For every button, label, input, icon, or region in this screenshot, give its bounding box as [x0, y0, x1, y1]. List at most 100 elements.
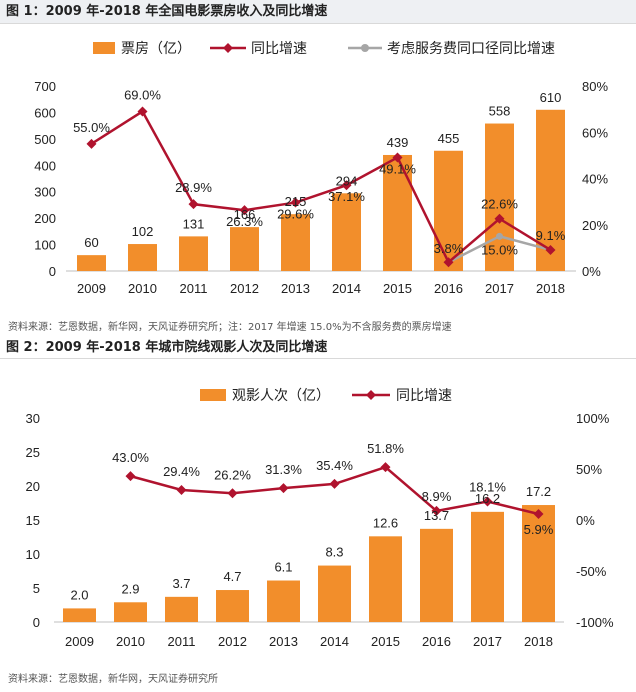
bar-value-label: 2.9 [121, 581, 139, 596]
legend-label-box-office: 票房（亿） [121, 41, 191, 57]
bar-value-label: 215 [285, 194, 307, 209]
bar-value-label: 455 [438, 131, 460, 146]
y-left-tick-label: 0 [33, 615, 40, 630]
x-tick-label: 2016 [422, 634, 451, 649]
point-growth [125, 471, 136, 482]
bar-value-label: 2.0 [70, 587, 88, 602]
y-right-tick-label: -100% [576, 615, 614, 630]
point-growth [290, 197, 301, 208]
x-tick-label: 2013 [281, 281, 310, 296]
bar [179, 236, 208, 271]
bar-value-label: 17.2 [526, 484, 551, 499]
bar [318, 565, 351, 622]
bar-value-label: 439 [387, 135, 409, 150]
x-tick-label: 2012 [218, 634, 247, 649]
chart1: 票房（亿） 同比增速 考虑服务费同口径同比增速0100200300400500600… [34, 41, 608, 296]
x-tick-label: 2010 [116, 634, 145, 649]
point-growth [278, 483, 289, 494]
x-tick-label: 2011 [180, 281, 208, 296]
y-left-tick-label: 500 [34, 132, 56, 147]
growth-value-label: 22.6% [481, 197, 518, 212]
y-left-tick-label: 0 [49, 264, 56, 279]
y-right-tick-label: 40% [582, 172, 608, 187]
growth-value-label: 49.1% [379, 161, 416, 176]
growth-value-label: 18.1% [469, 480, 506, 495]
y-left-tick-label: 5 [33, 581, 40, 596]
point-growth [533, 508, 544, 519]
bar-value-label: 166 [234, 207, 256, 222]
y-right-tick-label: 0% [582, 264, 601, 279]
x-tick-label: 2009 [77, 281, 106, 296]
bar [128, 244, 157, 271]
bar [383, 154, 412, 271]
bar [471, 511, 504, 622]
bar-value-label: 102 [132, 224, 154, 239]
growth-value-label: 26.3% [226, 214, 263, 229]
y-left-tick-label: 15 [26, 513, 40, 528]
growth-value-label: 5.9% [524, 522, 554, 537]
bar-value-label: 16.2 [475, 491, 500, 506]
bar [522, 505, 555, 622]
growth-value-label: 37.1% [328, 189, 365, 204]
point-growth [443, 257, 454, 268]
bar-value-label: 13.7 [424, 508, 449, 523]
y-left-tick-label: 30 [26, 411, 40, 426]
bar [267, 580, 300, 622]
point-growth [341, 180, 352, 191]
point-growth-adjusted [496, 232, 503, 240]
bar [332, 193, 361, 271]
y-right-tick-label: 50% [576, 462, 602, 477]
growth-value-label: 9.1% [536, 228, 566, 243]
growth-value-label: 55.0% [73, 120, 110, 135]
divider [0, 358, 636, 359]
growth-value-label: 8.9% [422, 489, 452, 504]
y-left-tick-label: 700 [34, 79, 56, 94]
bar [369, 536, 402, 622]
legend-label-growth-adjusted: 考虑服务费同口径同比增速 [387, 41, 555, 57]
x-tick-label: 2014 [332, 281, 361, 296]
point-growth [545, 244, 556, 255]
point-growth [392, 152, 403, 163]
y-right-tick-label: 60% [582, 125, 608, 140]
bar-value-label: 60 [84, 235, 98, 250]
x-tick-label: 2009 [65, 634, 94, 649]
point-growth [137, 106, 148, 117]
legend-label-attendance: 观影人次（亿） [232, 388, 330, 404]
x-tick-label: 2011 [168, 634, 196, 649]
point-growth [239, 205, 250, 216]
bar [281, 214, 310, 271]
point-growth [380, 462, 391, 473]
y-right-tick-label: 100% [576, 411, 610, 426]
bar [165, 596, 198, 622]
bar-value-label: 12.6 [373, 515, 398, 530]
bar [420, 528, 453, 622]
bar [230, 227, 259, 271]
point-growth [482, 496, 493, 507]
legend-swatch-box-office [93, 42, 115, 54]
figure1-source: 资料来源：艺恩数据，新华网，天风证券研究所；注：2017 年增速 15.0%为不… [8, 322, 452, 333]
point-growth [86, 138, 97, 149]
figure2-source: 资料来源：艺恩数据，新华网，天风证券研究所 [8, 674, 218, 685]
growth-value-label: 51.8% [367, 441, 404, 456]
x-tick-label: 2015 [371, 634, 400, 649]
bar [485, 123, 514, 272]
series-line-growth [90, 109, 552, 265]
x-tick-label: 2014 [320, 634, 349, 649]
x-tick-label: 2015 [383, 281, 412, 296]
bar-value-label: 131 [183, 216, 205, 231]
x-tick-label: 2018 [524, 634, 553, 649]
y-left-tick-label: 300 [34, 185, 56, 200]
y-right-tick-label: -50% [576, 564, 607, 579]
y-right-tick-label: 80% [582, 79, 608, 94]
x-tick-label: 2018 [536, 281, 565, 296]
y-left-tick-label: 10 [26, 547, 40, 562]
bar-value-label: 558 [489, 104, 511, 119]
point-growth [494, 213, 505, 224]
point-growth [329, 478, 340, 489]
point-growth [227, 488, 238, 499]
legend-swatch-attendance [200, 389, 226, 401]
bar [77, 255, 106, 271]
legend-marker-growth [366, 390, 376, 400]
figure2-title: 图 2：2009 年-2018 年城市院线观影人次及同比增速 [0, 336, 636, 360]
growth-value-label: 43.0% [112, 450, 149, 465]
